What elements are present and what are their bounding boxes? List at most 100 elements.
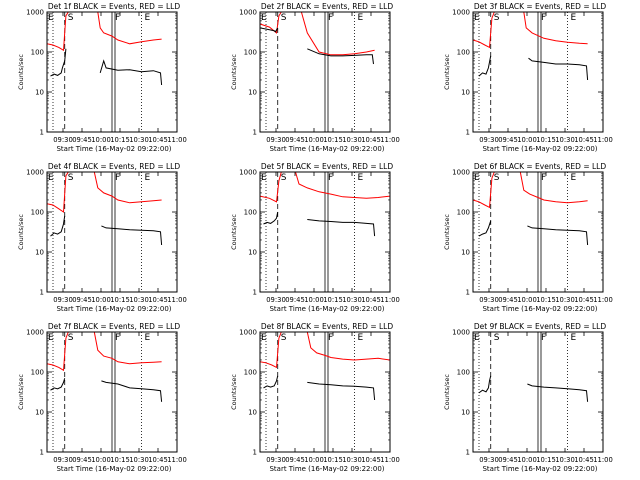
x-tick-label: 10:45: [574, 136, 594, 144]
marker-label: E: [571, 333, 577, 343]
panel-title: Det 8f BLACK = Events, RED = LLD: [261, 322, 394, 331]
panel-title: Det 9f BLACK = Events, RED = LLD: [474, 322, 607, 331]
y-axis-label: Counts/sec: [17, 214, 25, 250]
lld-series-line: [472, 11, 495, 49]
x-tick-label: 09:45: [498, 296, 518, 304]
x-tick-label: 09:30: [53, 456, 73, 464]
y-axis-label: Counts/sec: [230, 214, 238, 250]
chart-panel-5: Det 5f BLACK = Events, RED = LLD Counts/s…: [230, 162, 400, 313]
y-tick-label: 1: [40, 289, 44, 297]
lld-series-line: [523, 11, 588, 45]
marker-label: F: [115, 13, 120, 23]
y-tick-label: 1000: [452, 329, 470, 337]
events-series-line: [50, 215, 66, 237]
plot-frame: [46, 11, 178, 133]
y-tick-label: 1: [40, 129, 44, 137]
panel-title: Det 2f BLACK = Events, RED = LLD: [261, 2, 394, 11]
x-tick-label: 10:30: [555, 296, 575, 304]
panel-title: Det 6f BLACK = Events, RED = LLD: [474, 162, 607, 171]
chart-panel-4: Det 4f BLACK = Events, RED = LLD Counts/s…: [17, 162, 187, 313]
lld-series-line: [295, 171, 391, 199]
y-tick-label: 1000: [26, 9, 44, 17]
y-tick-label: 10: [461, 249, 470, 257]
marker-label: S: [68, 173, 74, 183]
y-tick-label: 10: [248, 249, 257, 257]
y-tick-label: 1000: [239, 329, 257, 337]
x-tick-label: 09:45: [72, 456, 92, 464]
marker-label: E: [48, 173, 54, 183]
marker-label: E: [358, 173, 364, 183]
panel-title: Det 7f BLACK = Events, RED = LLD: [48, 322, 181, 331]
events-series-line: [478, 220, 492, 237]
marker-label: E: [145, 333, 151, 343]
x-tick-label: 10:00: [304, 456, 324, 464]
x-tick-label: 10:15: [536, 136, 556, 144]
x-tick-label: 09:45: [285, 456, 305, 464]
marker-label: F: [115, 173, 120, 183]
x-tick-label: 11:00: [167, 456, 187, 464]
x-axis-label: Start Time (16-May-02 09:22:00): [482, 305, 597, 313]
events-series-line: [528, 57, 589, 81]
plot-frame: [46, 171, 178, 293]
y-tick-label: 100: [31, 209, 44, 217]
x-tick-label: 10:00: [91, 136, 111, 144]
x-tick-label: 10:00: [517, 296, 537, 304]
chart-panel-2: Det 2f BLACK = Events, RED = LLD Counts/s…: [230, 2, 400, 153]
plot-frame: [472, 171, 604, 293]
panel-title: Det 3f BLACK = Events, RED = LLD: [474, 2, 607, 11]
marker-label: F: [328, 333, 333, 343]
y-tick-label: 10: [461, 409, 470, 417]
y-axis-label: Counts/sec: [443, 54, 451, 90]
events-series-line: [50, 378, 66, 391]
y-tick-label: 100: [244, 49, 257, 57]
x-tick-label: 10:00: [304, 296, 324, 304]
chart-panel-7: Det 7f BLACK = Events, RED = LLD Counts/s…: [17, 322, 187, 473]
lld-series-line: [306, 331, 391, 361]
lld-series-line: [97, 11, 162, 45]
events-series-line: [263, 211, 279, 225]
marker-label: F: [115, 333, 120, 343]
x-axis-label: Start Time (16-May-02 09:22:00): [482, 145, 597, 153]
lld-series-line: [259, 11, 282, 34]
events-series-line: [263, 375, 279, 389]
events-series-line: [259, 27, 279, 33]
x-tick-label: 11:00: [380, 296, 400, 304]
y-axis-label: Counts/sec: [17, 54, 25, 90]
x-tick-label: 10:45: [148, 296, 168, 304]
x-tick-label: 10:30: [342, 296, 362, 304]
marker-label: E: [571, 13, 577, 23]
x-tick-label: 09:30: [479, 296, 499, 304]
marker-label: F: [328, 13, 333, 23]
events-series-line: [307, 219, 376, 237]
x-tick-label: 09:30: [479, 136, 499, 144]
lld-series-line: [519, 171, 588, 204]
lld-series-line: [46, 11, 69, 52]
x-tick-label: 09:45: [498, 456, 518, 464]
marker-label: E: [358, 333, 364, 343]
y-tick-label: 1: [466, 449, 470, 457]
y-tick-label: 10: [248, 409, 257, 417]
y-tick-label: 10: [461, 89, 470, 97]
x-tick-label: 11:00: [593, 456, 613, 464]
lld-series-line: [259, 171, 282, 203]
marker-label: E: [48, 333, 54, 343]
panel-title: Det 5f BLACK = Events, RED = LLD: [261, 162, 394, 171]
x-axis-label: Start Time (16-May-02 09:22:00): [269, 305, 384, 313]
events-series-line: [478, 55, 492, 77]
lld-series-line: [93, 331, 162, 365]
marker-label: S: [281, 13, 287, 23]
x-tick-label: 09:30: [53, 296, 73, 304]
x-tick-label: 10:15: [110, 456, 130, 464]
x-axis-label: Start Time (16-May-02 09:22:00): [56, 465, 171, 473]
chart-panel-9: Det 9f BLACK = Events, RED = LLD Counts/s…: [443, 322, 613, 473]
chart-panel-1: Det 1f BLACK = Events, RED = LLD Counts/s…: [17, 2, 187, 153]
x-tick-label: 10:15: [536, 456, 556, 464]
marker-label: S: [494, 13, 500, 23]
events-series-line: [527, 383, 589, 402]
x-tick-label: 11:00: [380, 456, 400, 464]
x-tick-label: 09:30: [266, 296, 286, 304]
x-tick-label: 11:00: [593, 136, 613, 144]
x-tick-label: 09:45: [498, 136, 518, 144]
chart-panel-3: Det 3f BLACK = Events, RED = LLD Counts/s…: [443, 2, 613, 153]
marker-label: E: [571, 173, 577, 183]
